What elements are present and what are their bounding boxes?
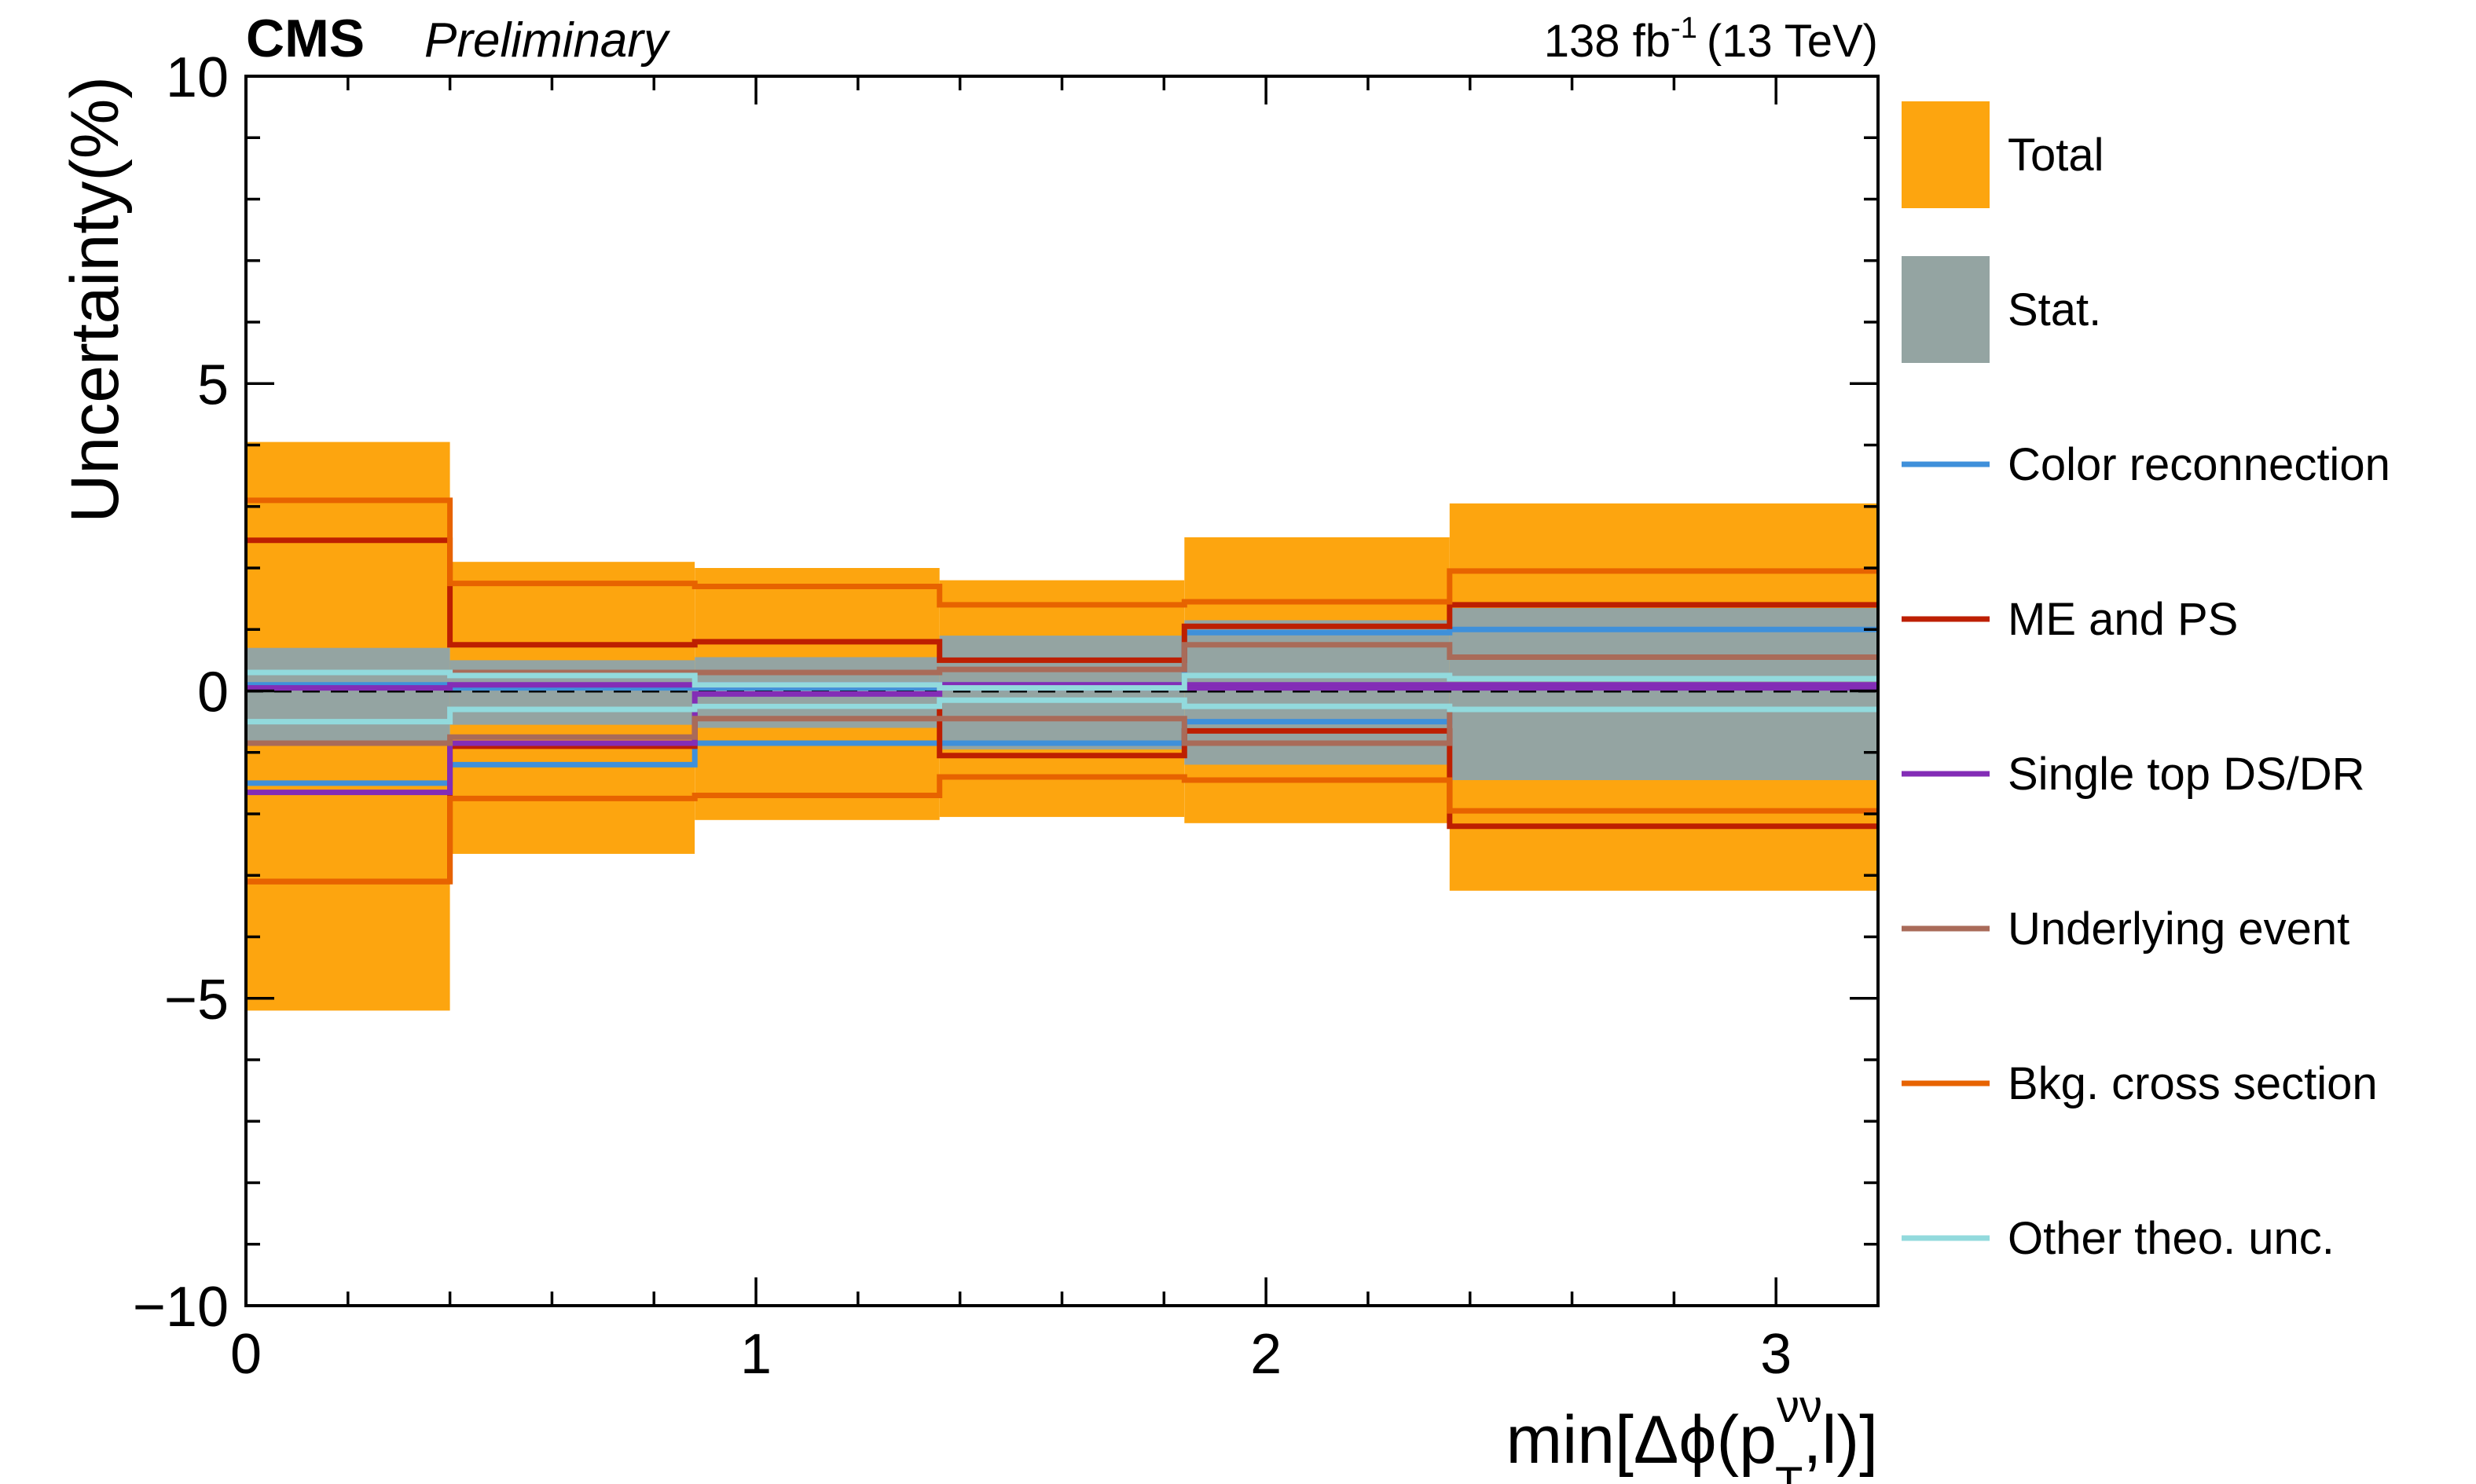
legend-label: ME and PS (2008, 594, 2238, 645)
tick-labels: 0 1 2 3 −10 −5 0 5 10 (133, 46, 1792, 1386)
legend-item-bkg-cross-section: Bkg. cross section (1902, 1058, 2378, 1109)
y-tick-label: 10 (166, 46, 229, 109)
legend-item-me-and-ps: ME and PS (1902, 594, 2238, 645)
series-other-theo-unc (246, 669, 1878, 725)
series-other-theo-unc-up (246, 669, 1878, 691)
status-label: Preliminary (424, 13, 671, 68)
x-tick-label: 1 (740, 1323, 772, 1386)
legend-label: Single top DS/DR (2008, 749, 2365, 800)
x-axis-label: min[Δϕ(pνν T,l)] (1506, 1381, 1878, 1484)
series-other-theo-unc-down (246, 697, 1878, 725)
band-stat-bin (246, 647, 450, 743)
band-stat-bin (939, 636, 1185, 749)
experiment-label: CMS (246, 9, 365, 68)
x-tick-label: 0 (230, 1323, 262, 1386)
bands-layer (246, 442, 1878, 1011)
legend-item-other-theo-unc: Other theo. unc. (1902, 1213, 2335, 1264)
series-single-top-ds-dr-down (246, 685, 1878, 796)
legend-item-stat: Stat. (1902, 256, 2101, 363)
legend-label: Underlying event (2008, 903, 2349, 955)
series-underlying-event-up (246, 642, 1878, 676)
series-me-and-ps-up (246, 537, 1878, 663)
legend: Total Stat. Color reconnection ME and PS Sin… (1902, 101, 2390, 1264)
legend-label: Stat. (2008, 284, 2101, 335)
legend-swatch (1902, 101, 1990, 208)
x-label-main: min[Δϕ(p (1506, 1402, 1777, 1478)
lumi-value: 138 fb (1544, 16, 1671, 67)
lumi-label: 138 fb-1 (13 TeV) (1544, 12, 1878, 67)
lumi-exponent: -1 (1671, 12, 1697, 45)
band-stat-bin (1449, 607, 1878, 780)
series-bkg-cross-section-up (246, 497, 1878, 608)
legend-swatch (1902, 256, 1990, 363)
y-tick-label: 5 (197, 354, 229, 416)
legend-item-single-top-ds-dr: Single top DS/DR (1902, 749, 2365, 800)
y-tick-label: −5 (164, 969, 229, 1031)
legend-label: Color reconnection (2008, 439, 2390, 490)
y-axis-label: Uncertainty(%) (57, 76, 133, 523)
x-tick-label: 2 (1250, 1323, 1282, 1386)
legend-item-total: Total (1902, 101, 2104, 208)
series-underlying-event-down (246, 706, 1878, 746)
series-lines-layer (246, 497, 1878, 885)
y-tick-label: −10 (133, 1276, 229, 1339)
legend-label: Bkg. cross section (2008, 1058, 2378, 1109)
lumi-energy: (13 TeV) (1707, 16, 1878, 67)
legend-item-color-reconnection: Color reconnection (1902, 439, 2390, 490)
legend-label: Other theo. unc. (2008, 1213, 2335, 1264)
series-bkg-cross-section-down (246, 774, 1878, 885)
plot-frame (244, 75, 1880, 1307)
y-tick-label: 0 (197, 661, 229, 724)
x-label-tail: ,l)] (1803, 1402, 1878, 1478)
legend-label: Total (2008, 130, 2104, 181)
legend-item-underlying-event: Underlying event (1902, 903, 2349, 955)
series-underlying-event (246, 642, 1878, 746)
x-tick-label: 3 (1760, 1323, 1792, 1386)
x-label-sub: T (1775, 1458, 1803, 1484)
series-bkg-cross-section (246, 497, 1878, 885)
x-label-sup: νν (1777, 1381, 1822, 1432)
